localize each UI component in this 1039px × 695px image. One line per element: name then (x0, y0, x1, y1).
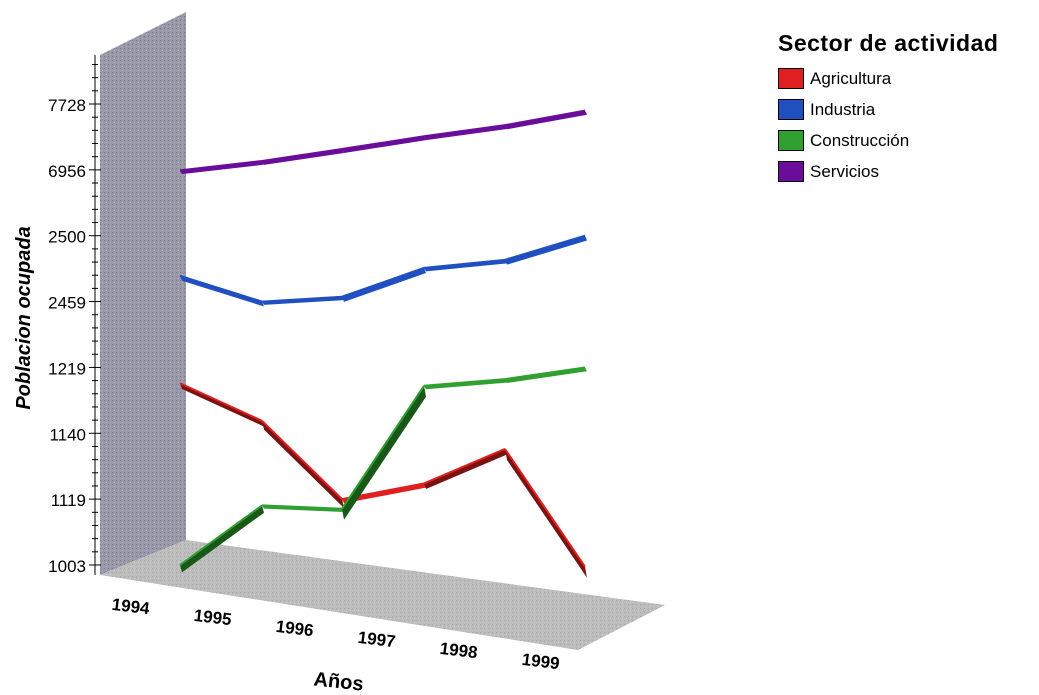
series-line (504, 366, 586, 381)
series-segment (342, 267, 426, 302)
back-wall (100, 12, 186, 575)
series-segment (262, 420, 344, 509)
y-tick-label: 7728 (48, 96, 86, 115)
series-line (504, 234, 586, 261)
series-line (341, 135, 425, 151)
series-segment (505, 235, 587, 265)
legend-swatch (778, 161, 804, 182)
series-line (341, 266, 425, 298)
legend: Sector de actividad Agricultura Industria… (778, 30, 998, 187)
y-tick-label: 1140 (49, 425, 86, 444)
y-tick-label: 1119 (51, 491, 86, 510)
x-tick-label: 1999 (521, 650, 561, 673)
y-axis-title: Poblacion ocupada (13, 226, 35, 409)
legend-item: Industria (778, 94, 998, 125)
chart-floor (100, 540, 665, 650)
series-segment (505, 448, 587, 578)
series-segment (342, 136, 426, 153)
series-line (504, 109, 586, 127)
legend-label: Agricultura (810, 68, 892, 88)
series-line (423, 378, 506, 387)
series-agricultura (179, 382, 587, 578)
y-tick-label: 2500 (48, 228, 86, 247)
series-industria (179, 234, 587, 307)
series-segment (180, 275, 264, 307)
series-construcción (179, 366, 587, 573)
legend-label: Industria (810, 99, 876, 119)
series-segment (505, 110, 587, 130)
series-line (423, 448, 506, 485)
series-segment (342, 385, 426, 520)
series-line (179, 274, 263, 303)
y-tick-label: 2459 (48, 294, 86, 313)
series-segment (424, 448, 507, 490)
series-line (341, 385, 425, 510)
series-line (179, 159, 263, 172)
series-line (179, 382, 263, 422)
x-tick-label: 1998 (439, 639, 479, 662)
series-segment (262, 149, 344, 165)
series-segment (424, 259, 507, 272)
series-segment (505, 367, 587, 383)
legend-label: Construcción (810, 130, 910, 150)
x-axis-title: Años (313, 668, 365, 695)
series-line (423, 258, 506, 269)
x-tick-label: 1996 (275, 617, 315, 640)
series-line (179, 504, 263, 566)
series-line (504, 448, 586, 568)
series-segment (342, 483, 426, 504)
series-segment (180, 383, 264, 427)
legend-swatch (778, 68, 804, 89)
legend-title: Sector de actividad (778, 30, 999, 56)
x-tick-label: 1997 (357, 628, 397, 651)
y-tick-label: 1219 (48, 359, 86, 378)
x-tick-label: 1995 (193, 606, 233, 629)
series-line (261, 504, 343, 510)
x-tick-label: 1994 (111, 595, 151, 619)
series-line (261, 148, 343, 162)
series-line (423, 124, 506, 138)
legend-swatch (778, 130, 804, 151)
legend-label: Servicios (810, 161, 879, 181)
series-segment (180, 160, 264, 175)
series-line (261, 420, 343, 500)
series-line (261, 295, 343, 303)
y-tick-label: 6956 (48, 162, 86, 181)
series-segment (180, 505, 264, 573)
series-segment (424, 125, 507, 141)
series-servicios (179, 109, 587, 175)
legend-item: Construcción (778, 125, 998, 156)
legend-item: Servicios (778, 156, 998, 187)
legend-swatch (778, 99, 804, 120)
y-tick-label: 1003 (48, 557, 86, 576)
legend-item: Agricultura (778, 63, 998, 94)
